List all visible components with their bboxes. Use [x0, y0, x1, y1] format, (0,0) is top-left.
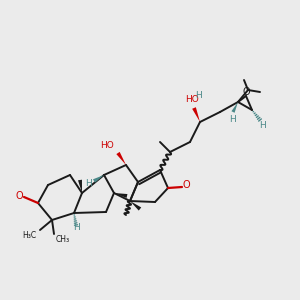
Polygon shape: [130, 201, 141, 211]
Text: HO: HO: [100, 140, 114, 149]
Text: O: O: [15, 191, 23, 201]
Text: H: H: [259, 122, 266, 130]
Polygon shape: [116, 152, 126, 165]
Text: CH₃: CH₃: [56, 236, 70, 244]
Text: O: O: [182, 180, 190, 190]
Polygon shape: [93, 175, 104, 183]
Polygon shape: [114, 193, 128, 198]
Text: H: H: [85, 178, 92, 188]
Text: H₃C: H₃C: [22, 232, 36, 241]
Polygon shape: [231, 102, 238, 113]
Polygon shape: [78, 180, 82, 193]
Text: HO: HO: [185, 95, 199, 104]
Text: H: H: [73, 223, 80, 232]
Text: H: H: [195, 92, 201, 100]
Polygon shape: [192, 107, 200, 122]
Text: O: O: [242, 87, 250, 97]
Text: H: H: [229, 115, 236, 124]
